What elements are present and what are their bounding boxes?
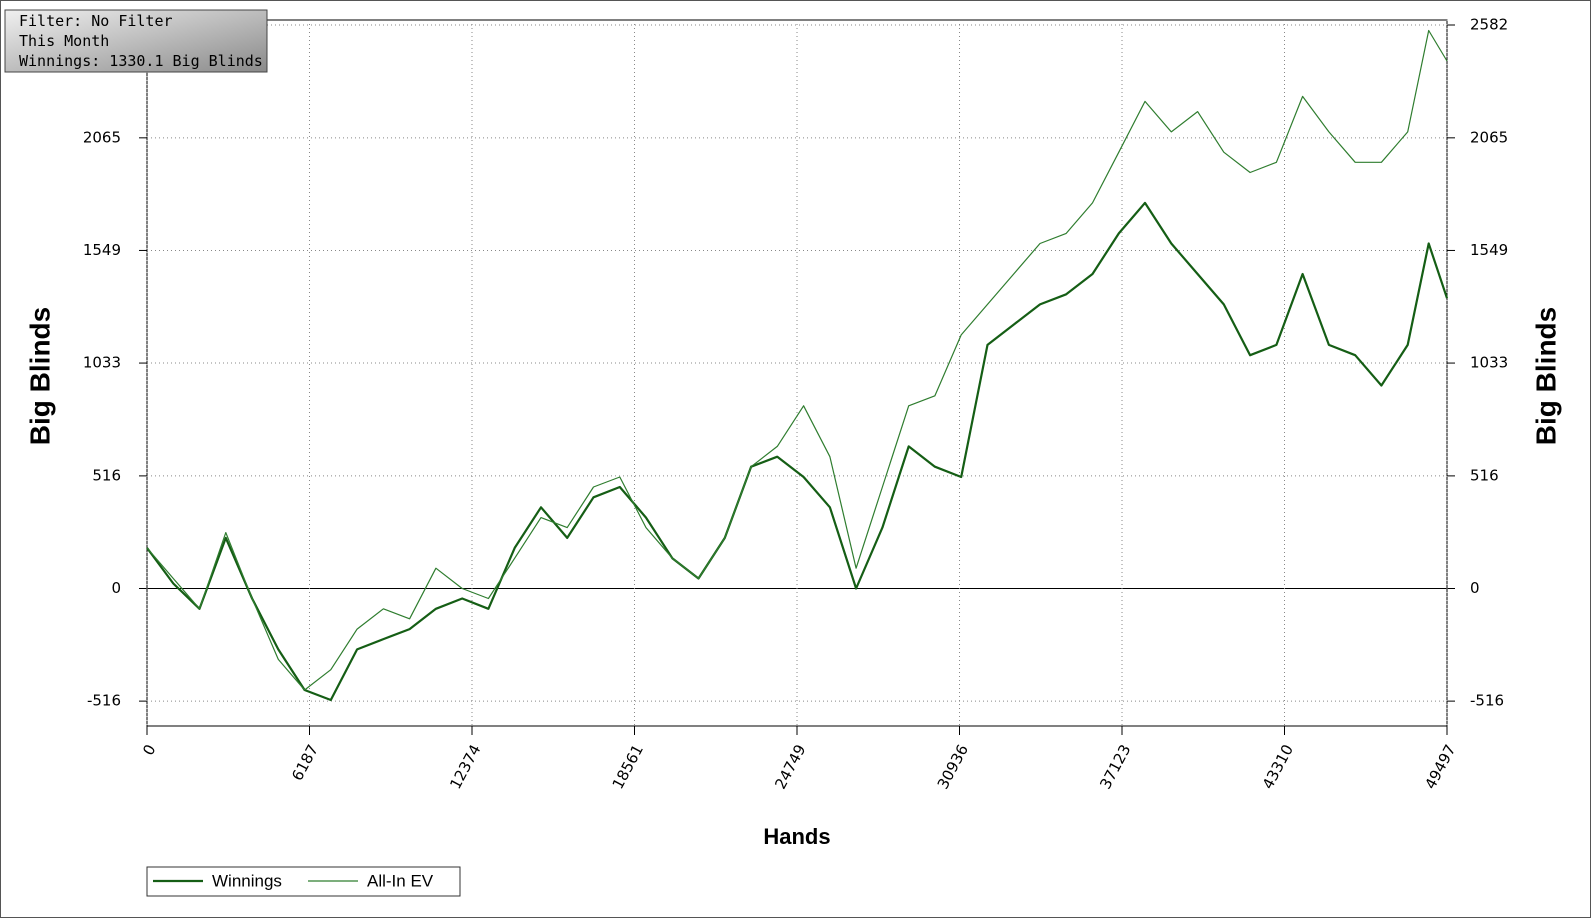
y-tick-label: 1033: [83, 354, 121, 372]
period-text: This Month: [19, 32, 109, 50]
y-axis-label: Big Blinds: [24, 307, 55, 445]
y2-axis-label: Big Blinds: [1530, 307, 1561, 445]
legend-label: All-In EV: [367, 871, 434, 890]
info-box: [4, 9, 268, 73]
x-axis-label: Hands: [763, 824, 830, 849]
winnings-text: Winnings: 1330.1 Big Blinds: [19, 52, 263, 70]
y2-tick-label: 1549: [1470, 241, 1508, 259]
y-tick-label: 2065: [83, 128, 121, 146]
y-tick-label: 1549: [83, 241, 121, 259]
filter-text: Filter: No Filter: [19, 12, 173, 30]
series-line: [146, 29, 1448, 691]
y2-tick-label: -516: [1470, 692, 1504, 710]
y-tick-label: 516: [92, 466, 121, 484]
y2-tick-label: 1033: [1470, 354, 1508, 372]
y2-tick-label: 2582: [1470, 16, 1508, 34]
series-line: [146, 201, 1449, 702]
y-tick-label: -516: [87, 692, 121, 710]
y-tick-label: 0: [111, 579, 121, 597]
y2-tick-label: 2065: [1470, 128, 1508, 146]
y2-tick-label: 0: [1470, 579, 1480, 597]
legend-label: Winnings: [212, 871, 282, 890]
y2-tick-label: 516: [1470, 466, 1499, 484]
